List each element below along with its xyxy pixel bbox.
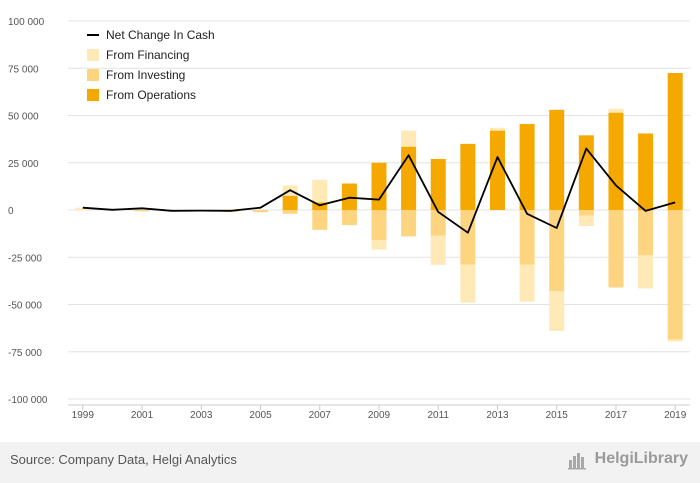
bar-from-financing xyxy=(549,291,565,331)
x-tick-label: 2017 xyxy=(605,410,628,421)
x-axis-ticks: 1999 2001 2003 2005 2007 2009 2011 2013 2015 2017… xyxy=(68,404,690,421)
bar-from-financing xyxy=(401,130,417,147)
bar-from-investing xyxy=(282,210,298,214)
x-tick-label: 2009 xyxy=(368,410,391,421)
bar-from-financing xyxy=(638,255,654,289)
brand-logo: HelgiLibrary xyxy=(567,448,688,470)
footer: Source: Company Data, Helgi Analytics He… xyxy=(0,442,700,483)
y-tick-label: -50 000 xyxy=(8,301,42,312)
bar-from-financing xyxy=(667,339,683,342)
source-note: Source: Company Data, Helgi Analytics xyxy=(10,452,237,467)
bar-from-financing xyxy=(608,108,624,113)
bar-from-investing xyxy=(608,210,624,288)
bar-from-investing xyxy=(253,210,269,213)
bar-from-operations xyxy=(341,183,357,210)
x-tick-label: 2005 xyxy=(249,410,272,421)
bar-from-operations xyxy=(608,112,624,210)
bar-from-investing xyxy=(578,210,594,216)
y-tick-label: -75 000 xyxy=(8,348,42,359)
legend-swatch xyxy=(87,49,99,61)
y-tick-label: -100 000 xyxy=(8,395,48,406)
chart: 100 000 75 000 50 000 25 000 0 -25 000 -50 000… xyxy=(8,17,690,421)
bar-from-investing xyxy=(519,210,535,265)
x-tick-label: 2001 xyxy=(131,410,154,421)
bar-from-investing xyxy=(341,210,357,226)
bar-from-operations xyxy=(371,162,387,210)
bar-from-operations xyxy=(430,158,446,210)
bar-from-investing xyxy=(549,210,565,292)
legend-label: Net Change In Cash xyxy=(106,28,215,42)
y-tick-label: 0 xyxy=(8,206,14,217)
bar-from-operations xyxy=(460,143,476,210)
y-tick-label: 50 000 xyxy=(8,112,39,123)
net-change-line xyxy=(82,147,676,234)
legend: Net Change In Cash From Financing From Inv… xyxy=(87,28,215,102)
bar-from-operations xyxy=(282,195,298,210)
legend-swatch xyxy=(87,89,99,101)
bar-from-financing xyxy=(578,215,594,227)
x-tick-label: 2003 xyxy=(190,410,213,421)
bar-from-investing xyxy=(638,210,654,256)
legend-swatch xyxy=(87,69,99,81)
bar-from-investing xyxy=(371,210,387,241)
bar-from-financing xyxy=(460,264,476,303)
y-axis-ticks: 100 000 75 000 50 000 25 000 0 -25 000 -50 000… xyxy=(8,17,48,406)
bar-from-operations xyxy=(638,133,654,210)
y-tick-label: 100 000 xyxy=(8,17,45,28)
legend-label: From Financing xyxy=(106,48,189,62)
bar-from-investing xyxy=(430,210,446,236)
x-tick-label: 2015 xyxy=(546,410,569,421)
helgi-library-icon xyxy=(567,453,586,470)
brand-name: HelgiLibrary xyxy=(594,450,688,467)
bar-from-financing xyxy=(312,179,328,203)
bar-from-financing xyxy=(75,207,91,210)
bar-from-investing xyxy=(134,210,150,212)
x-tick-label: 2011 xyxy=(427,410,449,421)
bar-from-financing xyxy=(430,235,446,265)
bar-from-operations xyxy=(519,124,535,210)
bar-from-operations xyxy=(578,135,594,210)
x-tick-label: 1999 xyxy=(72,410,95,421)
bar-from-operations xyxy=(549,109,565,210)
bar-from-operations xyxy=(489,130,505,210)
net-change-line-group xyxy=(82,147,676,234)
x-tick-label: 2019 xyxy=(664,410,687,421)
bar-from-investing xyxy=(312,210,328,230)
x-tick-label: 2007 xyxy=(309,410,332,421)
bar-from-investing xyxy=(667,210,683,340)
legend-label: From Operations xyxy=(106,88,196,102)
bar-from-investing xyxy=(401,210,417,237)
bars xyxy=(75,72,683,342)
y-tick-label: -25 000 xyxy=(8,253,42,264)
bar-from-financing xyxy=(489,127,505,131)
y-tick-label: 25 000 xyxy=(8,159,39,170)
legend-label: From Investing xyxy=(106,68,185,82)
bar-from-operations xyxy=(667,72,683,210)
bar-from-financing xyxy=(519,264,535,302)
x-tick-label: 2013 xyxy=(486,410,509,421)
bar-from-operations xyxy=(312,202,328,210)
bar-from-financing xyxy=(371,240,387,250)
y-tick-label: 75 000 xyxy=(8,64,39,75)
